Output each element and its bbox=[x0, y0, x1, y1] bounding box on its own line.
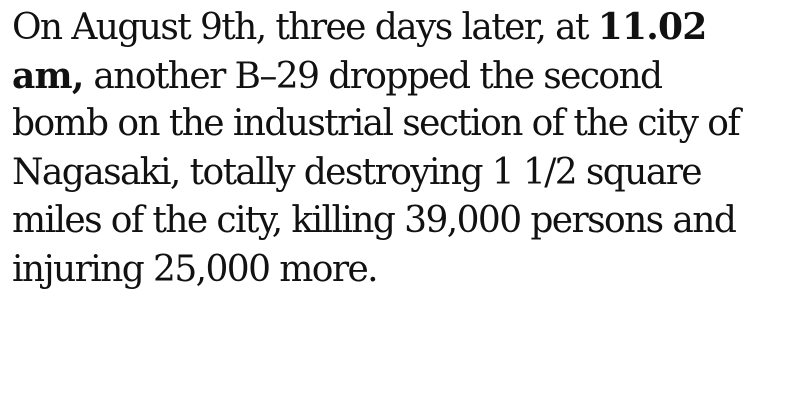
paragraph-line-6: injuring 25,000 more. bbox=[12, 246, 788, 295]
line-3-text: bomb on the industrial section of the ci… bbox=[12, 103, 741, 144]
line-5-text: miles of the city, killing 39,000 person… bbox=[12, 200, 737, 241]
line-1-text: On August 9th, three days later, at bbox=[12, 7, 598, 48]
line-4-text: Nagasaki, totally destroying 1 1/2 squar… bbox=[12, 151, 703, 193]
paragraph-line-4: Nagasaki, totally destroying 1 1/2 squar… bbox=[12, 149, 788, 198]
text-paragraph: On August 9th, three days later, at 11.0… bbox=[12, 3, 788, 294]
line-6-text: injuring 25,000 more. bbox=[12, 248, 379, 290]
paragraph-line-1: On August 9th, three days later, at 11.0… bbox=[12, 3, 788, 52]
line-2-text: another B–29 dropped the second bbox=[83, 55, 663, 97]
am-emphasis: am, bbox=[12, 54, 84, 97]
time-emphasis: 11.02 bbox=[597, 6, 708, 48]
paragraph-line-3: bomb on the industrial section of the ci… bbox=[12, 100, 788, 149]
paragraph-line-2: am, another B–29 dropped the second bbox=[12, 52, 788, 101]
paragraph-line-5: miles of the city, killing 39,000 person… bbox=[12, 197, 788, 246]
